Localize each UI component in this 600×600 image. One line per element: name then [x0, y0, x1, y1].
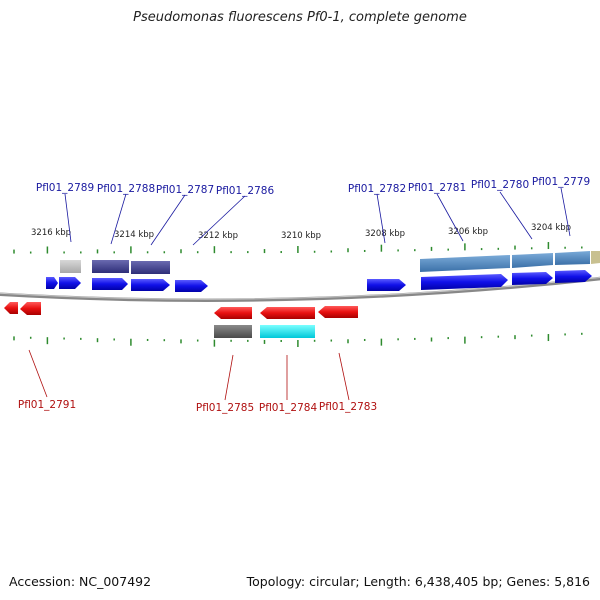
reverse-gene-arrow-2792[interactable]: [4, 302, 18, 314]
scale-label-3204: 3204 kbp: [531, 223, 571, 233]
reverse-gene-arrow-2785[interactable]: [214, 307, 252, 319]
leader-line-2780: [499, 191, 533, 240]
feature-bar-navy-2: [131, 261, 170, 274]
gene-label-pfl01-2787[interactable]: Pfl01_2787: [156, 184, 214, 196]
gene-label-pfl01-2791[interactable]: Pfl01_2791: [18, 399, 76, 411]
leader-line-2782: [376, 193, 386, 244]
scale-label-3208: 3208 kbp: [365, 229, 405, 239]
gene-label-pfl01-2789[interactable]: Pfl01_2789: [36, 182, 94, 194]
forward-gene-arrow-2780[interactable]: [512, 272, 553, 285]
leader-line-2785: [224, 354, 234, 401]
reverse-gene-arrow-2783[interactable]: [318, 306, 358, 318]
feature-bar-steel-1: [420, 255, 510, 272]
forward-gene-arrow-2787[interactable]: [131, 279, 170, 291]
scale-label-3216: 3216 kbp: [31, 228, 71, 238]
gene-label-pfl01-2780[interactable]: Pfl01_2780: [471, 179, 529, 191]
gene-label-pfl01-2779[interactable]: Pfl01_2779: [532, 176, 590, 188]
forward-gene-arrow-2781[interactable]: [421, 274, 508, 290]
feature-bar-cyan: [260, 325, 315, 338]
leader-line-2787: [150, 194, 186, 246]
forward-gene-arrow-2789[interactable]: [59, 277, 81, 289]
scale-ticks-forward: [13, 242, 583, 254]
feature-bar-navy-1: [92, 260, 129, 273]
genome-summary-text: Topology: circular; Length: 6,438,405 bp…: [246, 574, 590, 589]
genome-backbone-highlight: [0, 277, 600, 300]
leader-line-2786: [192, 195, 246, 246]
leader-line-2789: [64, 193, 72, 243]
reverse-gene-arrow-2784[interactable]: [260, 307, 315, 319]
reverse-gene-arrow-2791[interactable]: [20, 302, 41, 315]
gene-label-pfl01-2786[interactable]: Pfl01_2786: [216, 185, 275, 197]
forward-gene-arrow-2782[interactable]: [367, 279, 406, 291]
map-title: Pseudomonas fluorescens Pf0-1, complete …: [133, 10, 467, 25]
leader-line-2788: [110, 193, 127, 245]
accession-text: Accession: NC_007492: [9, 574, 152, 589]
leader-line-2791: [28, 349, 48, 398]
scale-label-3212: 3212 kbp: [198, 231, 238, 241]
gene-label-pfl01-2781[interactable]: Pfl01_2781: [408, 182, 466, 194]
scale-label-3214: 3214 kbp: [114, 230, 154, 240]
feature-bar-steel-3: [555, 251, 590, 265]
gene-label-pfl01-2785[interactable]: Pfl01_2785: [196, 402, 254, 414]
forward-gene-arrow-2788[interactable]: [92, 278, 128, 290]
genome-backbone: [0, 276, 600, 302]
gene-label-pfl01-2788[interactable]: Pfl01_2788: [97, 183, 155, 195]
feature-bar-grey: [60, 260, 81, 273]
gene-label-pfl01-2783[interactable]: Pfl01_2783: [319, 401, 377, 413]
forward-gene-arrow-2786[interactable]: [175, 280, 208, 292]
scale-label-3210: 3210 kbp: [281, 231, 321, 241]
scale-ticks-reverse: [13, 332, 583, 347]
gene-label-pfl01-2784[interactable]: Pfl01_2784: [259, 402, 318, 414]
scale-label-3206: 3206 kbp: [448, 227, 488, 237]
leader-line-2783: [338, 352, 350, 401]
feature-bar-olive: [591, 251, 600, 264]
feature-bar-dark: [214, 325, 252, 338]
forward-gene-arrow[interactable]: [46, 277, 58, 289]
forward-gene-arrow-2779[interactable]: [555, 270, 592, 283]
feature-bar-steel-2: [512, 253, 553, 268]
leader-line-2781: [436, 193, 464, 242]
gene-label-pfl01-2782[interactable]: Pfl01_2782: [348, 183, 406, 195]
leader-line-2779: [560, 187, 571, 237]
